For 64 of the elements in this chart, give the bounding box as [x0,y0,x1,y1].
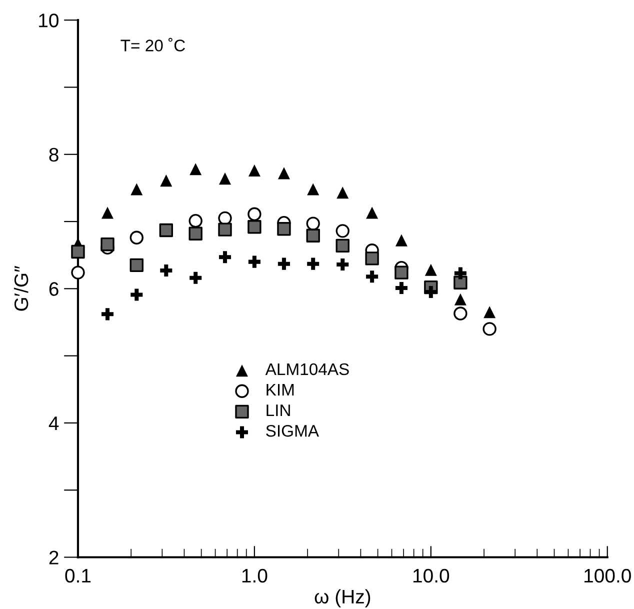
point [248,207,262,221]
point [71,266,85,280]
x-tick-label: 10.0 [413,568,450,583]
y-tick-label: 10 [39,14,58,28]
point [71,244,85,259]
point [454,306,468,320]
point [160,264,172,277]
point [190,163,202,176]
point [366,270,378,283]
legend-label: SIGMA [266,424,320,437]
point [336,258,349,271]
point [130,230,144,244]
point [336,224,350,238]
legend-label: KIM [266,384,294,396]
point [336,186,349,199]
point [307,258,320,270]
point [130,258,144,272]
x-tick-label: 100.0 [584,568,631,583]
y-tick-label: 2 [49,550,58,564]
y-axis-title: G′/G″ [14,266,28,311]
point [277,222,291,236]
x-axis-title: ω (Hz) [314,589,370,608]
x-tick-label: 1.0 [242,568,268,583]
point [306,216,320,230]
annotation: T= 20 ˚C [120,38,185,52]
point [160,174,172,187]
point [218,172,232,185]
point [424,286,437,298]
point [482,322,496,336]
point [278,167,290,180]
point [395,234,408,246]
point [366,206,378,219]
point [395,282,408,294]
point [278,258,290,270]
point [424,264,437,276]
point [248,256,260,268]
point [365,252,379,266]
point [190,272,202,284]
point [101,206,114,219]
point [218,222,232,236]
point [218,251,232,264]
point [454,293,466,306]
point [307,183,320,196]
point [130,183,143,196]
point [306,228,320,242]
point [484,306,496,318]
x-tick-label: 0.1 [65,568,91,583]
point [130,288,143,301]
point [394,266,408,280]
y-tick-label: 8 [49,148,58,162]
point [159,223,174,238]
point [336,238,350,253]
y-tick-label: 6 [49,282,58,296]
point [248,164,260,177]
point [454,267,466,280]
point [454,276,468,290]
point [188,214,202,228]
point [101,308,114,320]
legend-label: ALM104AS [265,363,349,376]
point [188,226,202,240]
y-tick-label: 4 [48,416,59,430]
legend-label: LIN [266,404,290,416]
point [100,238,114,252]
point [248,220,262,234]
